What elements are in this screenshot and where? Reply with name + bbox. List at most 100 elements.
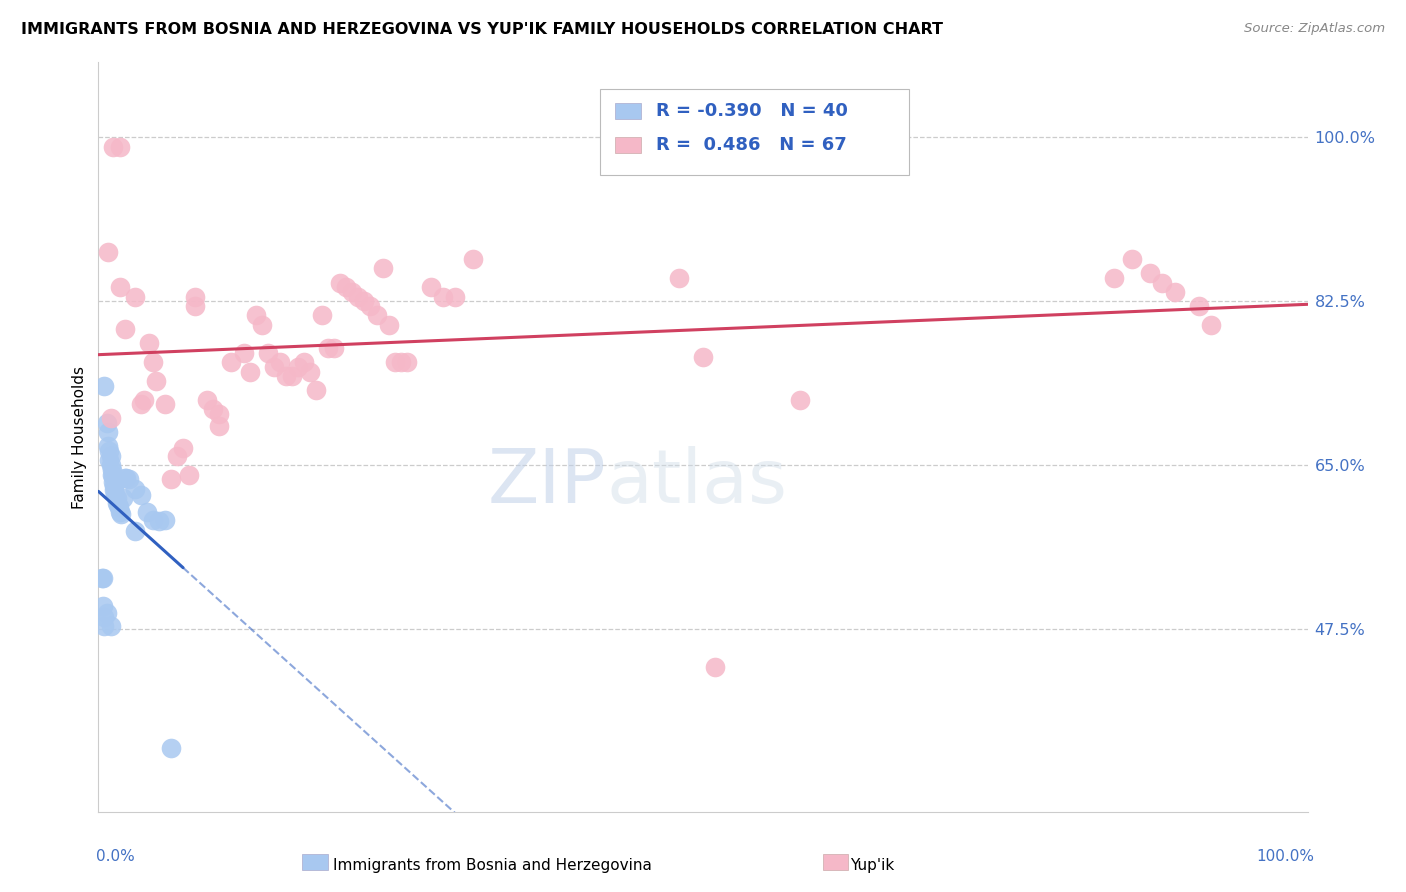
Point (316, 341, 339, 355)
Text: ZIP: ZIP (488, 445, 606, 518)
Point (360, 299, 382, 313)
Point (1188, 299, 1211, 313)
Point (108, 280, 131, 294)
Point (93, 619, 115, 633)
Point (111, 491, 134, 505)
Point (232, 345, 254, 359)
Point (105, 496, 128, 510)
Point (160, 741, 183, 756)
Point (104, 488, 127, 502)
Text: R =  0.486   N = 67: R = 0.486 N = 67 (655, 136, 846, 153)
Point (148, 514, 170, 528)
Point (160, 472, 183, 486)
Point (274, 369, 297, 384)
Point (114, 322, 136, 336)
Point (292, 355, 315, 369)
Point (281, 369, 304, 384)
Point (103, 479, 125, 493)
Point (103, 483, 125, 498)
Point (166, 449, 188, 463)
Point (97, 425, 120, 440)
Point (91, 599, 114, 613)
Point (101, 139, 124, 153)
Y-axis label: Family Households: Family Households (72, 366, 87, 508)
Text: IMMIGRANTS FROM BOSNIA AND HERZEGOVINA VS YUP'IK FAMILY HOUSEHOLDS CORRELATION C: IMMIGRANTS FROM BOSNIA AND HERZEGOVINA V… (21, 22, 943, 37)
Point (93, 378, 115, 392)
Text: R = -0.390   N = 40: R = -0.390 N = 40 (655, 103, 848, 120)
Point (371, 261, 394, 276)
Point (124, 289, 146, 303)
Point (305, 384, 328, 398)
Point (98, 453, 121, 467)
Point (105, 491, 128, 505)
Point (91, 571, 114, 585)
Point (91, 571, 114, 585)
Point (107, 498, 129, 512)
Point (110, 507, 132, 521)
Point (138, 336, 160, 351)
Point (1163, 285, 1185, 299)
Point (184, 299, 207, 313)
FancyBboxPatch shape (614, 103, 641, 120)
Point (347, 289, 370, 303)
Point (432, 289, 454, 303)
Point (179, 467, 201, 482)
Point (239, 365, 262, 379)
Point (142, 355, 165, 369)
Point (195, 392, 218, 407)
Point (93, 610, 115, 624)
Point (118, 472, 141, 486)
Point (100, 411, 122, 425)
Text: 0.0%: 0.0% (96, 849, 135, 864)
Point (129, 397, 152, 411)
Point (145, 374, 167, 388)
Point (789, 392, 811, 407)
Point (97, 439, 120, 453)
Point (172, 442, 194, 456)
Point (420, 280, 443, 294)
Text: atlas: atlas (606, 445, 787, 518)
Point (129, 488, 152, 502)
Text: 100.0%: 100.0% (1257, 849, 1315, 864)
Point (202, 401, 225, 416)
FancyBboxPatch shape (600, 88, 908, 175)
Text: Source: ZipAtlas.com: Source: ZipAtlas.com (1244, 22, 1385, 36)
Point (329, 276, 352, 290)
Point (366, 308, 388, 322)
Text: Immigrants from Bosnia and Herzegovina: Immigrants from Bosnia and Herzegovina (333, 858, 651, 873)
Point (124, 524, 146, 538)
Text: Yup'ik: Yup'ik (849, 858, 894, 873)
Point (704, 659, 727, 673)
Point (100, 463, 122, 477)
Point (245, 308, 267, 322)
Point (108, 500, 131, 515)
Point (1102, 271, 1125, 285)
Point (98, 444, 121, 458)
Point (184, 289, 207, 303)
Point (323, 341, 346, 355)
Point (153, 512, 176, 526)
Point (287, 359, 309, 374)
Point (1121, 252, 1143, 266)
Point (101, 475, 124, 489)
Point (142, 512, 165, 526)
Point (342, 285, 364, 299)
Point (124, 482, 146, 496)
FancyBboxPatch shape (614, 136, 641, 153)
Point (97, 244, 120, 259)
Point (108, 139, 131, 153)
Point (100, 449, 122, 463)
Point (250, 318, 273, 332)
Point (263, 359, 285, 374)
Point (335, 280, 357, 294)
Point (100, 467, 122, 482)
Point (221, 355, 243, 369)
Point (256, 345, 278, 359)
Point (1139, 266, 1161, 280)
Point (692, 351, 714, 365)
Point (96, 416, 118, 430)
Point (299, 365, 322, 379)
Point (101, 469, 124, 483)
Point (269, 355, 291, 369)
Point (108, 505, 131, 519)
